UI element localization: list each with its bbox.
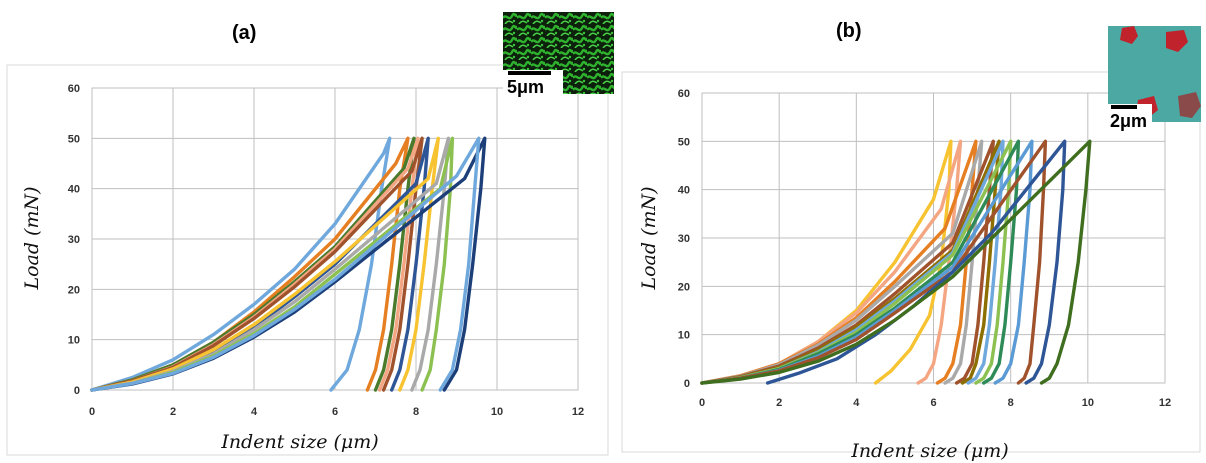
- chart-a-xtick-label: 2: [170, 406, 176, 418]
- chart-b-ytick-label: 0: [684, 378, 690, 390]
- chart-a-x-axis-title: Indent size (μm): [220, 431, 378, 453]
- chart-b-x-axis-title: Indent size (μm): [850, 440, 1008, 462]
- chart-b-xtick-label: 4: [853, 397, 860, 409]
- chart-b-series-line: [765, 139, 1067, 385]
- micrograph-inset-b: [1108, 26, 1201, 122]
- scale-bar-label-a: 5μm: [507, 77, 545, 97]
- chart-a-y-axis-title: Load (mN): [21, 186, 43, 290]
- chart-b-plot: 0 2 4 6 8 10 12 0 10 20 30 40 50 60 Indent size (μm) Lo…: [638, 88, 1171, 462]
- chart-b-ytick-label: 30: [678, 233, 690, 245]
- chart-b-xtick-label: 10: [1082, 397, 1094, 409]
- chart-a-series-line: [90, 136, 416, 392]
- chart-a-ytick-label: 0: [74, 385, 80, 397]
- chart-b-ytick-label: 60: [678, 88, 690, 100]
- chart-a-ytick-label: 10: [68, 335, 80, 347]
- chart-a-plot: 0 2 4 6 8 10 12 0 10 20 30 40 50 60 Indent size (μm) Lo…: [21, 83, 584, 453]
- chart-a-xtick-label: 0: [89, 406, 95, 418]
- chart-a-series-line: [90, 136, 424, 392]
- panel-label-b: (b): [836, 20, 862, 42]
- chart-a-series-line: [90, 136, 440, 392]
- scale-bar-b: [1111, 105, 1137, 109]
- chart-a-xtick-label: 4: [251, 406, 258, 418]
- scale-bar-a: [508, 71, 551, 75]
- chart-b-ytick-label: 20: [678, 281, 690, 293]
- chart-b-xtick-label: 2: [776, 397, 782, 409]
- chart-b-plot-area: [701, 92, 1166, 384]
- chart-a-xtick-label: 12: [572, 406, 584, 418]
- chart-a-plot-area: [91, 87, 579, 391]
- chart-a-ytick-label: 50: [68, 133, 80, 145]
- chart-a-xtick-label: 8: [413, 406, 419, 418]
- chart-b-xtick-label: 12: [1159, 397, 1171, 409]
- chart-b-xtick-label: 6: [930, 397, 936, 409]
- chart-b-xtick-label: 0: [699, 397, 705, 409]
- scale-bar-label-b: 2μm: [1110, 111, 1148, 131]
- chart-a-series-line: [90, 136, 481, 392]
- chart-b-ytick-label: 40: [678, 185, 690, 197]
- chart-a-series-line: [90, 136, 392, 392]
- chart-a-frame: [6, 64, 609, 456]
- chart-b-series-line: [700, 139, 1048, 385]
- chart-a-xtick-label: 6: [332, 406, 338, 418]
- panel-label-a: (a): [232, 22, 257, 44]
- chart-a-ytick-label: 40: [68, 184, 80, 196]
- chart-a-ytick-label: 30: [68, 234, 80, 246]
- chart-a-ytick-label: 60: [68, 83, 80, 95]
- chart-a-ytick-label: 20: [68, 284, 80, 296]
- chart-a-xtick-label: 10: [491, 406, 503, 418]
- chart-b-y-axis-title: Load (mN): [638, 186, 660, 290]
- chart-b-ytick-label: 50: [678, 136, 690, 148]
- chart-b-ytick-label: 10: [678, 330, 690, 342]
- chart-b-xtick-label: 8: [1008, 397, 1014, 409]
- chart-b-series-line: [700, 139, 1092, 385]
